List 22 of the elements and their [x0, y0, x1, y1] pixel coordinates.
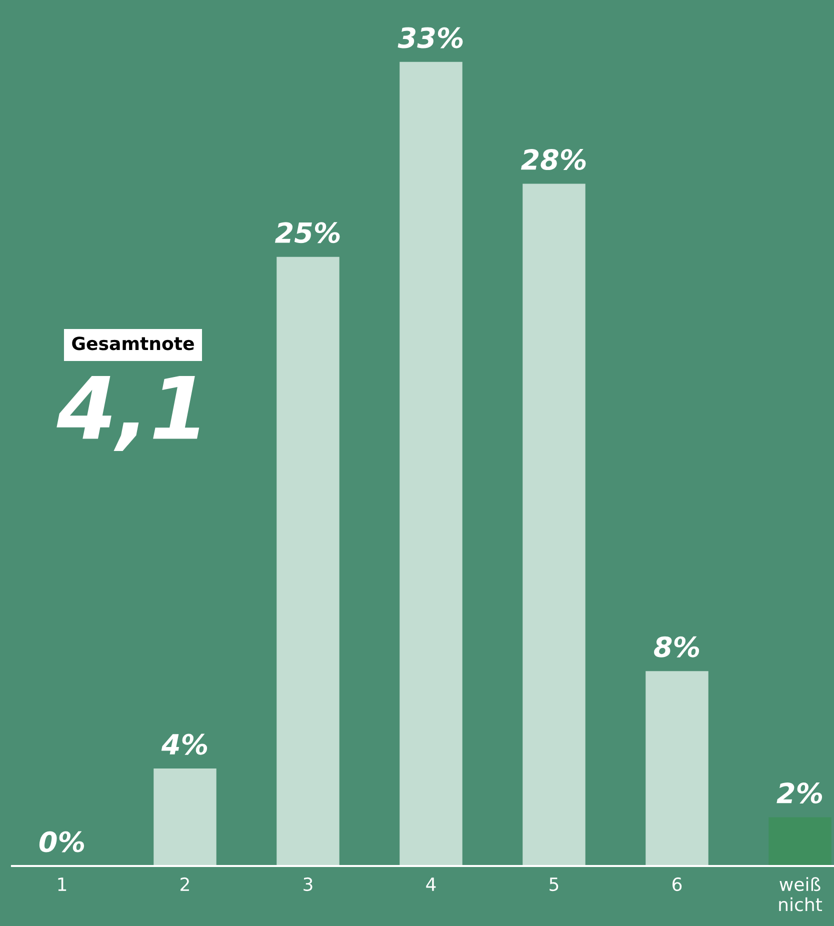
data-label: 33% [398, 27, 463, 48]
bar [768, 817, 832, 866]
data-label: 2% [776, 782, 822, 804]
bar [276, 256, 340, 866]
annotation: 4,1 [56, 376, 200, 451]
bar [522, 184, 586, 866]
x-tick-label: 2 [180, 877, 189, 891]
data-label: 28% [520, 149, 586, 170]
x-tick-label: 6 [672, 877, 682, 892]
data-label: 8% [654, 636, 700, 658]
data-label: 25% [274, 222, 340, 244]
bar [154, 768, 216, 866]
data-label: 0% [39, 831, 84, 852]
data-label: 4% [161, 734, 208, 755]
annotation: Gesamtnote [72, 336, 194, 350]
x-tick-label: 5 [550, 878, 558, 892]
x-tick-label: weiß nicht [779, 877, 822, 912]
x-tick-label: 3 [304, 877, 312, 892]
x-tick-label: 1 [58, 878, 66, 891]
bar [646, 671, 708, 866]
bar [400, 62, 462, 866]
x-tick-label: 4 [426, 878, 436, 891]
